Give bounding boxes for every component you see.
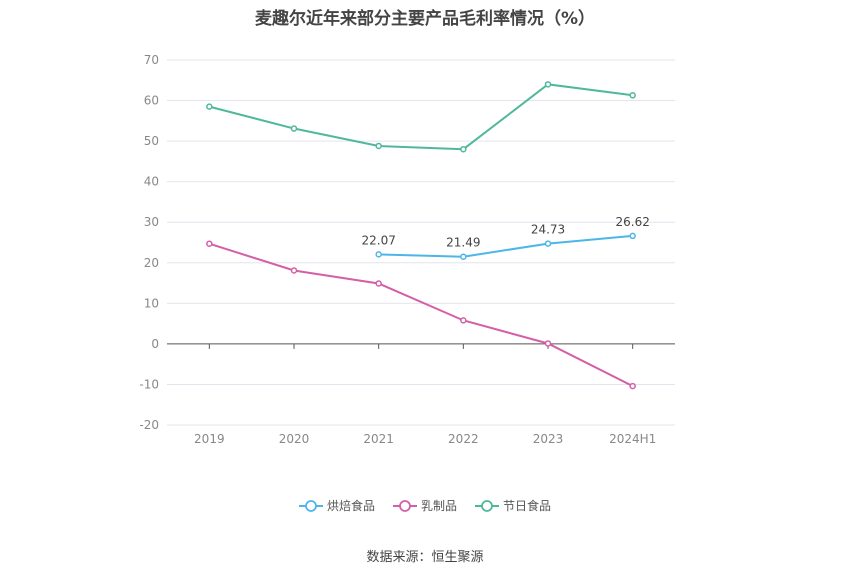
series-layer: [206, 81, 636, 390]
series-line: [209, 242, 634, 387]
data-point: [206, 103, 213, 110]
legend-item-2[interactable]: 节日食品: [475, 497, 551, 514]
data-point: [375, 142, 382, 150]
data-point: [629, 92, 636, 99]
data-point: [460, 145, 467, 153]
x-tick-label: 2024H1: [609, 432, 656, 446]
data-label: 22.07: [361, 233, 395, 247]
label-layer: 22.07 21.49 24.73 26.62: [361, 215, 649, 250]
y-tick-label: 70: [144, 53, 159, 67]
x-tick-label: 2021: [363, 432, 394, 446]
y-tick-label: -20: [139, 418, 159, 432]
source-text: 数据来源：恒生聚源: [366, 550, 484, 565]
y-tick-label: 60: [144, 94, 159, 108]
data-point: [544, 340, 552, 347]
legend: 烘焙食品 乳制品 节日食品: [0, 497, 850, 514]
legend-item-0[interactable]: 烘焙食品: [298, 497, 375, 514]
legend-swatch-marker: [305, 499, 317, 512]
legend-label: 节日食品: [503, 499, 552, 513]
legend-swatch-marker: [399, 499, 411, 512]
series-0: [375, 232, 636, 260]
data-point: [290, 267, 298, 274]
y-tick-label: 10: [144, 296, 159, 310]
y-tick-label: 20: [144, 256, 159, 270]
data-point: [290, 125, 298, 132]
axis-layer: 70 60 50 40 30 20 10 0 -10 -20 2019 2020 2021 2022 202…: [139, 53, 675, 446]
legend-swatch-marker: [481, 499, 493, 512]
y-tick-label: 40: [144, 175, 159, 189]
series-1: [206, 240, 636, 390]
data-label: 21.49: [446, 236, 480, 250]
data-point: [460, 253, 467, 260]
data-point: [544, 81, 552, 88]
data-label: 26.62: [615, 215, 649, 229]
data-point: [629, 232, 636, 240]
legend-swatch-icon: [298, 499, 323, 512]
legend-swatch-icon: [392, 499, 417, 512]
data-point: [375, 280, 382, 287]
chart-title: 麦趣尔近年来部分主要产品毛利率情况（%）: [254, 9, 596, 29]
series-line: [378, 234, 633, 258]
x-tick-label: 2019: [194, 432, 225, 446]
series-line: [209, 83, 633, 151]
x-tick-label: 2020: [279, 432, 310, 446]
legend-swatch-icon: [475, 499, 499, 512]
series-2: [206, 81, 636, 153]
data-point: [375, 251, 382, 258]
legend-item-1[interactable]: 乳制品: [392, 497, 457, 514]
y-tick-label: 50: [144, 134, 159, 148]
data-point: [544, 240, 552, 247]
y-tick-label: 0: [151, 337, 159, 351]
data-point: [460, 317, 467, 324]
legend-label: 乳制品: [420, 499, 457, 513]
data-point: [629, 382, 636, 390]
data-label: 24.73: [531, 223, 565, 237]
grid-layer: [167, 59, 675, 426]
data-point: [206, 240, 213, 247]
x-tick-label: 2022: [448, 432, 479, 446]
y-tick-label: 30: [144, 215, 159, 229]
legend-label: 烘焙食品: [326, 499, 375, 513]
y-tick-label: -10: [139, 377, 159, 391]
x-tick-label: 2023: [533, 432, 564, 446]
